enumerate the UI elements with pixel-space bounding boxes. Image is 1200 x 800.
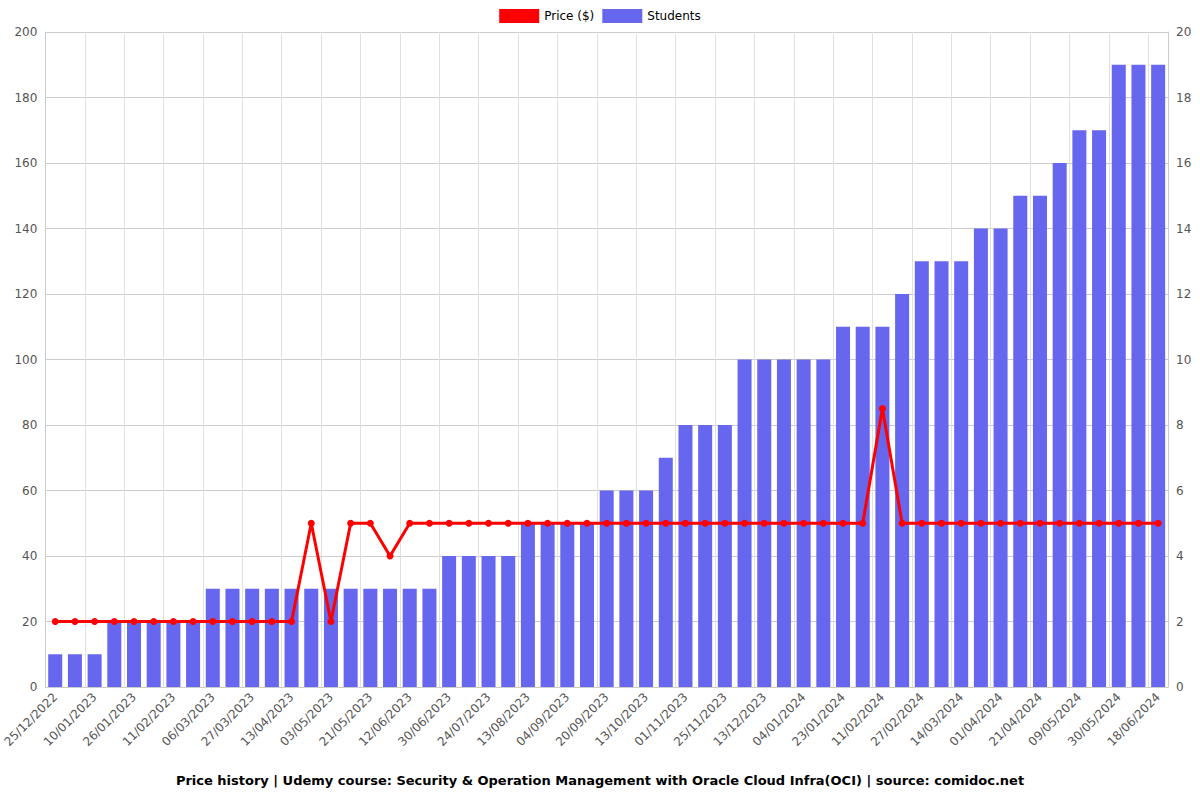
svg-text:12/06/2023: 12/06/2023 (355, 690, 415, 749)
svg-text:100: 100 (14, 353, 37, 367)
svg-text:18/06/2024: 18/06/2024 (1104, 690, 1163, 749)
svg-text:20: 20 (1176, 25, 1191, 39)
svg-text:200: 200 (14, 25, 37, 39)
svg-text:60: 60 (22, 484, 37, 498)
svg-text:27/03/2023: 27/03/2023 (198, 690, 258, 749)
svg-text:21/05/2023: 21/05/2023 (316, 690, 376, 749)
svg-text:26/01/2023: 26/01/2023 (80, 690, 139, 749)
svg-text:20: 20 (22, 615, 37, 629)
svg-text:27/02/2024: 27/02/2024 (868, 690, 927, 749)
svg-text:06/03/2023: 06/03/2023 (159, 690, 218, 749)
svg-text:20/09/2023: 20/09/2023 (552, 690, 612, 749)
svg-text:10: 10 (1176, 353, 1191, 367)
svg-text:Price ($): Price ($) (544, 9, 594, 23)
svg-text:10/01/2023: 10/01/2023 (40, 690, 100, 749)
svg-text:13/12/2023: 13/12/2023 (710, 690, 770, 749)
svg-text:11/02/2024: 11/02/2024 (828, 690, 888, 749)
svg-text:01/04/2024: 01/04/2024 (946, 690, 1006, 749)
svg-text:13/10/2023: 13/10/2023 (592, 690, 651, 749)
svg-text:18: 18 (1176, 91, 1191, 105)
svg-text:Price history | Udemy course:: Price history | Udemy course: Security &… (176, 773, 1024, 788)
svg-text:12: 12 (1176, 287, 1191, 301)
svg-text:09/05/2024: 09/05/2024 (1025, 690, 1085, 749)
svg-text:04/09/2023: 04/09/2023 (513, 690, 573, 749)
svg-text:01/11/2023: 01/11/2023 (631, 690, 691, 749)
svg-text:13/04/2023: 13/04/2023 (237, 690, 297, 749)
svg-text:03/05/2023: 03/05/2023 (277, 690, 336, 749)
svg-text:140: 140 (14, 222, 37, 236)
svg-text:40: 40 (22, 549, 37, 563)
svg-text:14/03/2024: 14/03/2024 (907, 690, 967, 749)
svg-text:Students: Students (647, 9, 701, 23)
svg-text:25/12/2022: 25/12/2022 (1, 690, 61, 749)
svg-text:0: 0 (1176, 680, 1184, 694)
svg-text:30/05/2024: 30/05/2024 (1065, 690, 1124, 749)
svg-text:16: 16 (1176, 156, 1191, 170)
svg-text:25/11/2023: 25/11/2023 (671, 690, 730, 749)
svg-text:120: 120 (14, 287, 37, 301)
svg-text:30/06/2023: 30/06/2023 (395, 690, 455, 749)
svg-text:13/08/2023: 13/08/2023 (474, 690, 533, 749)
svg-text:24/07/2023: 24/07/2023 (434, 690, 494, 749)
svg-text:6: 6 (1176, 484, 1184, 498)
svg-text:4: 4 (1176, 549, 1184, 563)
svg-text:23/01/2024: 23/01/2024 (789, 690, 848, 749)
svg-text:14: 14 (1176, 222, 1191, 236)
svg-text:8: 8 (1176, 418, 1184, 432)
svg-text:80: 80 (22, 418, 37, 432)
svg-text:11/02/2023: 11/02/2023 (119, 690, 179, 749)
svg-text:2: 2 (1176, 615, 1184, 629)
svg-text:0: 0 (30, 680, 38, 694)
svg-text:160: 160 (14, 156, 37, 170)
svg-text:21/04/2024: 21/04/2024 (986, 690, 1045, 749)
svg-text:04/01/2024: 04/01/2024 (749, 690, 809, 749)
svg-text:180: 180 (14, 91, 37, 105)
